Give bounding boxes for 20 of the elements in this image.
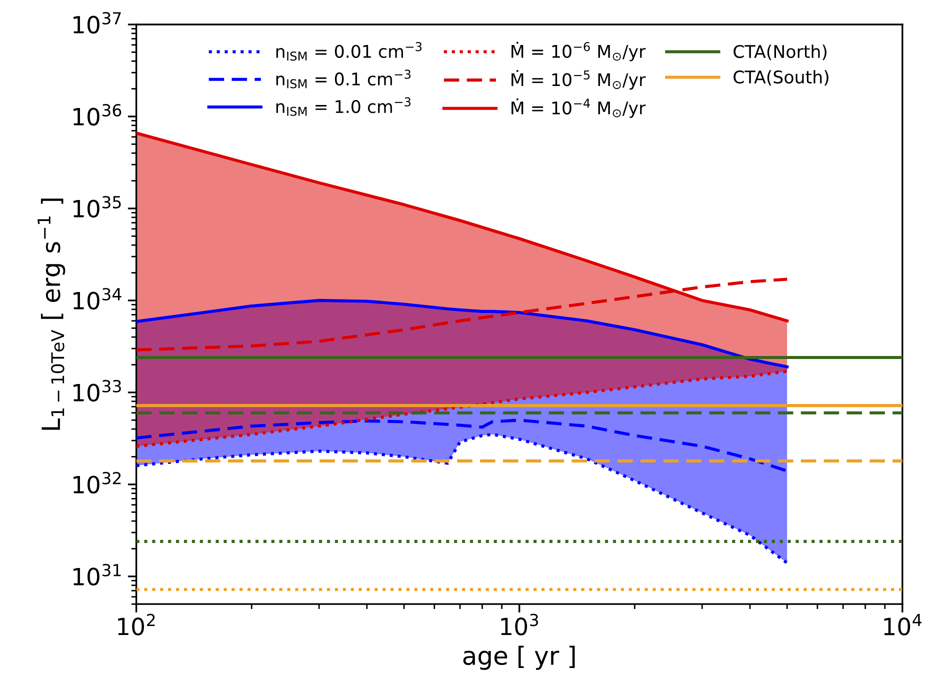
y-tick-label: 10$^{33}$ xyxy=(74,380,121,402)
legend-label: Ṁ = 10$^{−6}$ M$_{⊙}$/yr xyxy=(512,42,646,62)
x-tick-label: 10$^{2}$ xyxy=(118,614,155,636)
y-tick-label: 10$^{34}$ xyxy=(74,288,122,310)
x-tick-label: 10$^{4}$ xyxy=(884,614,922,636)
legend-label: n$_{ISM}$ = 1.0 cm$^{−3}$ xyxy=(276,97,411,116)
y-tick-label: 10$^{31}$ xyxy=(74,564,121,586)
y-tick-label: 10$^{36}$ xyxy=(74,104,122,126)
legend-label: CTA(North) xyxy=(734,44,826,60)
x-axis-title: age [ yr ] xyxy=(463,646,575,670)
legend-label: n$_{ISM}$ = 0.01 cm$^{−3}$ xyxy=(276,42,422,61)
legend-label: Ṁ = 10$^{−5}$ M$_{⊙}$/yr xyxy=(512,70,646,90)
y-axis-title: L$_{1−10TeV}$ [ erg s$^{−1}$ ] xyxy=(38,198,66,430)
legend-label: Ṁ = 10$^{−4}$ M$_{⊙}$/yr xyxy=(512,98,646,118)
y-tick-label: 10$^{37}$ xyxy=(74,12,121,34)
legend-label: CTA(South) xyxy=(734,70,828,86)
y-tick-label: 10$^{35}$ xyxy=(74,196,121,218)
legend-label: n$_{ISM}$ = 0.1 cm$^{−3}$ xyxy=(276,70,411,88)
y-tick-label: 10$^{32}$ xyxy=(74,472,121,494)
x-tick-label: 10$^{3}$ xyxy=(501,614,538,636)
